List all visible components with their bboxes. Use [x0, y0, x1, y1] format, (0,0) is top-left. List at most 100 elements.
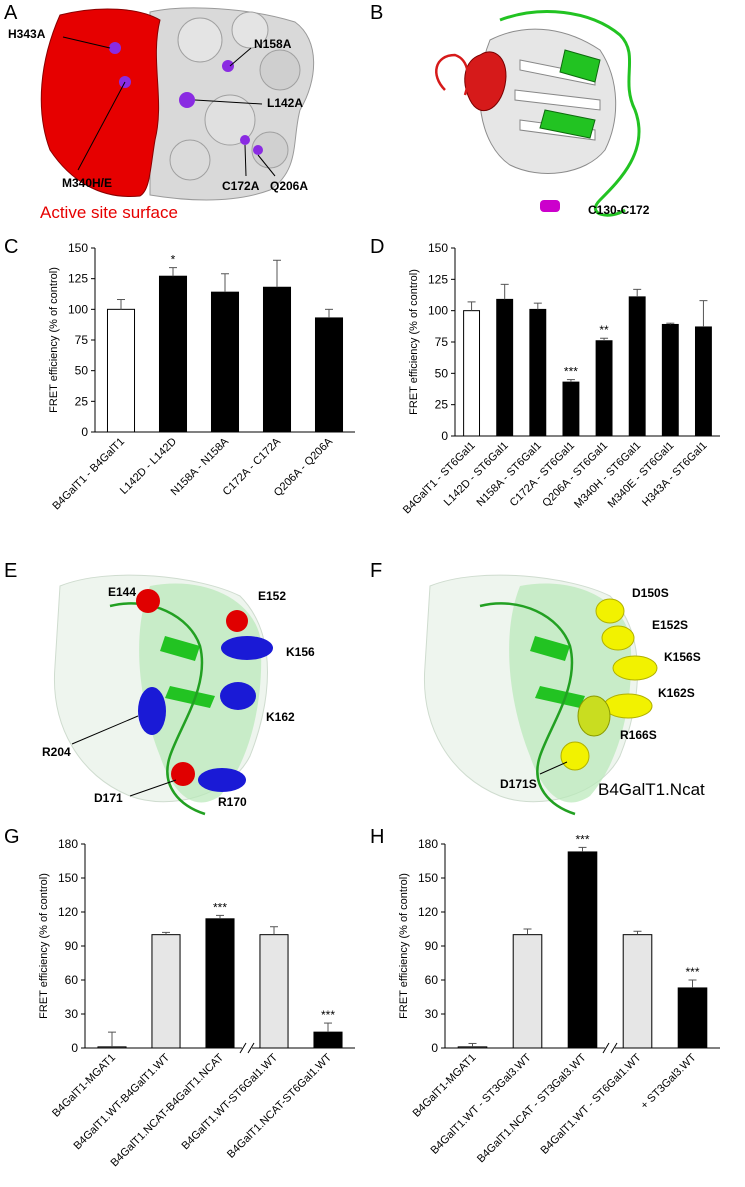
label-r204: R204 [42, 745, 71, 759]
mutation-site-h343 [109, 42, 121, 54]
bar [314, 317, 344, 433]
label-h343a: H343A [8, 27, 46, 41]
bar [97, 1046, 127, 1049]
y-tick-label: 150 [68, 241, 88, 255]
label-k162: K162 [266, 710, 295, 724]
bar [567, 851, 598, 1049]
label-n158a: N158A [254, 37, 292, 51]
protein-backbone [479, 602, 576, 816]
bar [106, 308, 136, 433]
bar [151, 934, 181, 1049]
bar [210, 291, 240, 433]
label-e144: E144 [108, 585, 136, 599]
disulfide-c130-c172 [540, 200, 560, 212]
residue-r166s [577, 695, 611, 737]
panel-letter-g: G [4, 826, 20, 848]
bar [205, 918, 235, 1049]
significance-marker: *** [575, 832, 589, 846]
label-d171s: D171S [500, 777, 537, 791]
y-tick-label: 25 [435, 398, 449, 412]
significance-marker: ** [599, 323, 609, 337]
residue-k162s [603, 693, 653, 719]
panel-b-structure: C130-C172 [435, 10, 650, 217]
red-loop [435, 53, 470, 96]
mutation-site-l142 [179, 92, 195, 108]
category-label: B4GalT1.WT-B4GalT1.WT [72, 1051, 173, 1152]
label-c130-c172: C130-C172 [588, 203, 650, 217]
mutation-site-n158 [222, 60, 234, 72]
label-k162s: K162S [658, 686, 695, 700]
residue-e144 [136, 589, 160, 613]
category-label: B4GalT1.WT - ST3Gal3.WT [428, 1051, 533, 1156]
y-tick-label: 75 [435, 335, 449, 349]
panel-letter-d: D [370, 236, 385, 258]
y-tick-label: 25 [75, 394, 89, 408]
y-axis-label: FRET efficiency (% of control) [408, 269, 420, 415]
bar [496, 298, 514, 437]
bar [661, 323, 679, 437]
significance-marker: *** [321, 1008, 335, 1022]
y-tick-label: 125 [68, 272, 88, 286]
chart-g: FRET efficiency (% of control) 0 30 60 90 120… [38, 837, 355, 1169]
significance-marker: *** [213, 900, 227, 914]
y-tick-label: 180 [58, 837, 78, 851]
axis-break-gap [605, 1043, 615, 1053]
y-tick-label: 100 [428, 304, 448, 318]
y-tick-label: 90 [425, 939, 439, 953]
y-axis-label: FRET efficiency (% of control) [38, 873, 50, 1019]
active-site-surface [40, 8, 161, 198]
y-tick-label: 90 [65, 939, 79, 953]
protein-cartoon [479, 28, 617, 174]
residue-k156 [221, 636, 273, 660]
axis-break-mark [239, 1042, 247, 1054]
residue-e152s [601, 625, 635, 651]
residue-r170 [198, 768, 246, 792]
y-tick-label: 150 [418, 871, 438, 885]
y-tick-label: 0 [81, 425, 88, 439]
residue-d171s [560, 741, 590, 771]
significance-marker: *** [564, 365, 578, 379]
label-l142a: L142A [267, 96, 303, 110]
y-tick-label: 30 [65, 1007, 79, 1021]
green-helices [530, 636, 585, 708]
y-tick-label: 60 [425, 973, 439, 987]
y-tick-label: 0 [431, 1041, 438, 1055]
construct-title: B4GalT1.Ncat [598, 780, 705, 799]
label-e152s: E152S [652, 618, 688, 632]
residue-d150s [595, 598, 625, 624]
bar [158, 275, 188, 433]
category-label: B4GalT1.NCAT-B4GalT1.NCAT [109, 1051, 227, 1169]
panel-f-structure: D150S E152S K156S K162S R166S D171S B4Ga… [423, 574, 705, 816]
residue-d171 [171, 762, 195, 786]
chart-h: FRET efficiency (% of control) 0 30 60 90 120… [398, 832, 720, 1165]
panel-letter-a: A [4, 2, 18, 24]
panel-a-structure: H343A N158A L142A M340H/E C172A Q206A Ac… [8, 7, 315, 222]
bar [677, 987, 708, 1049]
bar [259, 934, 289, 1049]
panel-letter-h: H [370, 826, 385, 848]
bar [457, 1046, 488, 1049]
axis-break-mark [247, 1042, 255, 1054]
green-loop [499, 10, 641, 217]
red-region [464, 51, 507, 112]
protein-surface [149, 7, 315, 201]
y-axis-label: FRET efficiency (% of control) [48, 267, 60, 413]
y-tick-label: 150 [428, 241, 448, 255]
y-tick-label: 30 [425, 1007, 439, 1021]
label-k156: K156 [286, 645, 315, 659]
label-r166s: R166S [620, 728, 657, 742]
active-site-caption: Active site surface [40, 203, 178, 222]
label-d150s: D150S [632, 586, 669, 600]
mutation-site-q206 [253, 145, 263, 155]
panel-letter-c: C [4, 236, 19, 258]
residue-k162 [220, 682, 256, 710]
y-tick-label: 75 [75, 333, 89, 347]
label-q206a: Q206A [270, 179, 308, 193]
label-m340he: M340H/E [62, 176, 112, 190]
y-tick-label: 120 [58, 905, 78, 919]
category-label: B4GalT1.WT-ST6Gal1.WT [180, 1051, 281, 1152]
y-tick-label: 50 [435, 366, 449, 380]
protein-backbone [109, 602, 206, 816]
category-label: B4GalT1.WT - ST6Gal1.WT [538, 1051, 643, 1156]
bar [463, 310, 481, 437]
